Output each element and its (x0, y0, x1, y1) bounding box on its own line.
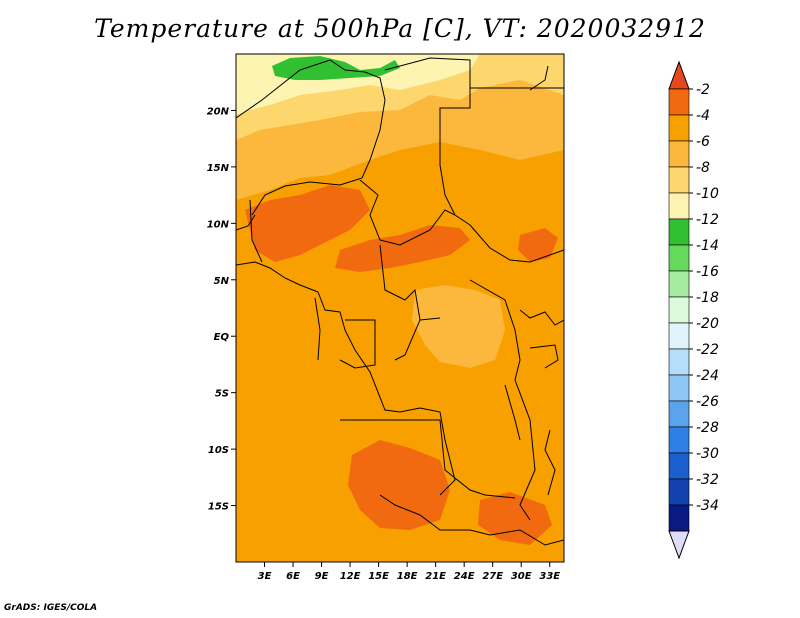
lon-tick-label: 12E (340, 571, 361, 582)
colorbar-label: -18 (696, 290, 719, 306)
lon-tick-label: 27E (482, 571, 503, 582)
colorbar-label: -26 (696, 394, 719, 410)
colorbar-box (668, 504, 690, 532)
field-light-patch (412, 285, 505, 368)
colorbar-label: -12 (696, 212, 719, 228)
colorbar-box (668, 140, 690, 168)
field-dark-belt-west (245, 185, 370, 262)
lat-tick-label: 5N (214, 276, 230, 287)
lat-tick-label: 5S (215, 389, 229, 400)
colorbar-label: -32 (696, 472, 719, 488)
lon-tick-label: 30E (511, 571, 532, 582)
colorbar-box (668, 452, 690, 480)
map-title: Temperature at 500hPa [C], VT: 202003291… (94, 14, 706, 43)
colorbar-box (668, 400, 690, 428)
colorbar-label: -20 (696, 316, 719, 332)
colorbar-box (668, 192, 690, 220)
colorbar-top-triangle (668, 60, 690, 90)
lon-tick-label: 6E (286, 571, 300, 582)
field-dark-belt-east (518, 228, 558, 262)
colorbar-box (668, 478, 690, 506)
colorbar-label: -4 (696, 108, 710, 124)
colorbar-box (668, 322, 690, 350)
colorbar-box (668, 270, 690, 298)
lon-tick-label: 18E (397, 571, 418, 582)
lon-tick-label: 15E (368, 571, 389, 582)
colorbar-label: -6 (696, 134, 710, 150)
colorbar-box (668, 348, 690, 376)
lat-tick-label: 15S (208, 502, 229, 513)
lat-tick-label: 10N (207, 219, 230, 230)
colorbar-label: -16 (696, 264, 719, 280)
colorbar: -2 -4 -6 -8 -10 -12 -14 -16 -18 -20 -22 -24 -26 -28 -3… (668, 60, 719, 560)
colorbar-box (668, 114, 690, 142)
colorbar-bottom-triangle (668, 530, 690, 560)
colorbar-label: -22 (696, 342, 719, 358)
country-borders (236, 57, 564, 546)
colorbar-box (668, 244, 690, 272)
lat-tick-label: 15N (207, 163, 230, 174)
field-dark-belt-central (335, 225, 470, 272)
lon-tick-label: 33E (539, 571, 560, 582)
colorbar-label: -28 (696, 420, 719, 436)
colorbar-label: -24 (696, 368, 719, 384)
colorbar-label: -2 (696, 82, 710, 98)
lon-tick-label: 21E (425, 571, 446, 582)
colorbar-box (668, 374, 690, 402)
lat-tick-label: EQ (214, 332, 230, 343)
colorbar-label: -14 (696, 238, 719, 254)
lon-tick-label: 24E (454, 571, 475, 582)
latitude-axis: 20N 15N 10N 5N EQ 5S 10S 15S (207, 106, 236, 513)
lon-tick-label: 3E (258, 571, 272, 582)
colorbar-box (668, 296, 690, 324)
field-dark-south (348, 440, 450, 530)
colorbar-box (668, 218, 690, 246)
field-dark-south-east (478, 492, 552, 545)
field-green-patch (272, 56, 400, 80)
lat-tick-label: 20N (207, 106, 230, 117)
colorbar-label: -10 (696, 186, 719, 202)
colorbar-label: -34 (696, 498, 719, 514)
colorbar-label: -8 (696, 160, 710, 176)
colorbar-label: -30 (696, 446, 719, 462)
temperature-field (236, 54, 564, 562)
colorbar-box (668, 166, 690, 194)
lon-tick-label: 9E (315, 571, 329, 582)
lat-tick-label: 10S (208, 445, 229, 456)
colorbar-box (668, 88, 690, 116)
longitude-axis: 3E 6E 9E 12E 15E 18E 21E 24E 27E 30E 33E (258, 562, 560, 582)
colorbar-box (668, 426, 690, 454)
credit-text: GrADS: IGES/COLA (4, 603, 98, 613)
map-frame (235, 53, 565, 563)
